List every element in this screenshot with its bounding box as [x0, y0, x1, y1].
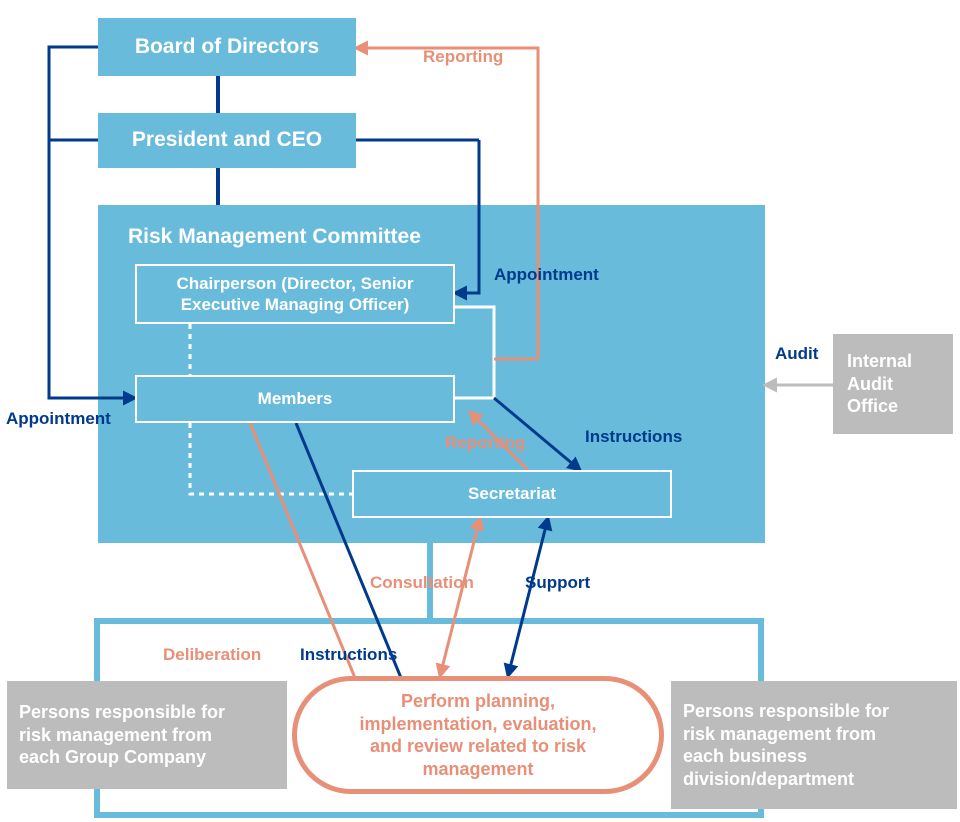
chair: Chairperson (Director, Senior Executive …: [135, 264, 455, 324]
label-appointment1: Appointment: [494, 265, 599, 285]
audit-label: Internal Audit Office: [847, 350, 912, 418]
chair-label: Chairperson (Director, Senior Executive …: [176, 273, 413, 316]
label-instructions1-text: Instructions: [585, 427, 682, 446]
label-consultation: Consultation: [370, 573, 474, 593]
board: Board of Directors: [98, 18, 356, 76]
groupCo-label: Persons responsible for risk management …: [19, 701, 225, 769]
label-appointment2: Appointment: [6, 409, 111, 429]
pill-label: Perform planning, implementation, evalua…: [359, 690, 596, 780]
label-reporting1-text: Reporting: [423, 47, 503, 66]
label-appointment1-text: Appointment: [494, 265, 599, 284]
label-consultation-text: Consultation: [370, 573, 474, 592]
secretariat: Secretariat: [352, 470, 672, 518]
rmcTitle: Risk Management Committee: [128, 222, 548, 252]
pill: Perform planning, implementation, evalua…: [292, 676, 664, 794]
label-instructions1: Instructions: [585, 427, 682, 447]
label-instructions2-text: Instructions: [300, 645, 397, 664]
label-deliberation-text: Deliberation: [163, 645, 261, 664]
members-label: Members: [258, 388, 333, 409]
groupCo: Persons responsible for risk management …: [7, 681, 287, 789]
label-support: Support: [525, 573, 590, 593]
bizDiv: Persons responsible for risk management …: [671, 681, 957, 809]
secretariat-label: Secretariat: [468, 483, 556, 504]
label-reporting2: Reporting: [445, 433, 525, 453]
label-audit: Audit: [775, 344, 818, 364]
members: Members: [135, 375, 455, 423]
label-reporting2-text: Reporting: [445, 433, 525, 452]
rmcTitle-label: Risk Management Committee: [128, 224, 421, 250]
president: President and CEO: [98, 113, 356, 168]
audit: Internal Audit Office: [833, 334, 953, 434]
president-label: President and CEO: [132, 127, 322, 153]
label-appointment2-text: Appointment: [6, 409, 111, 428]
label-reporting1: Reporting: [423, 47, 503, 67]
label-instructions2: Instructions: [300, 645, 397, 665]
label-support-text: Support: [525, 573, 590, 592]
board-label: Board of Directors: [135, 34, 319, 60]
bizDiv-label: Persons responsible for risk management …: [683, 700, 889, 790]
label-audit-text: Audit: [775, 344, 818, 363]
label-deliberation: Deliberation: [163, 645, 261, 665]
